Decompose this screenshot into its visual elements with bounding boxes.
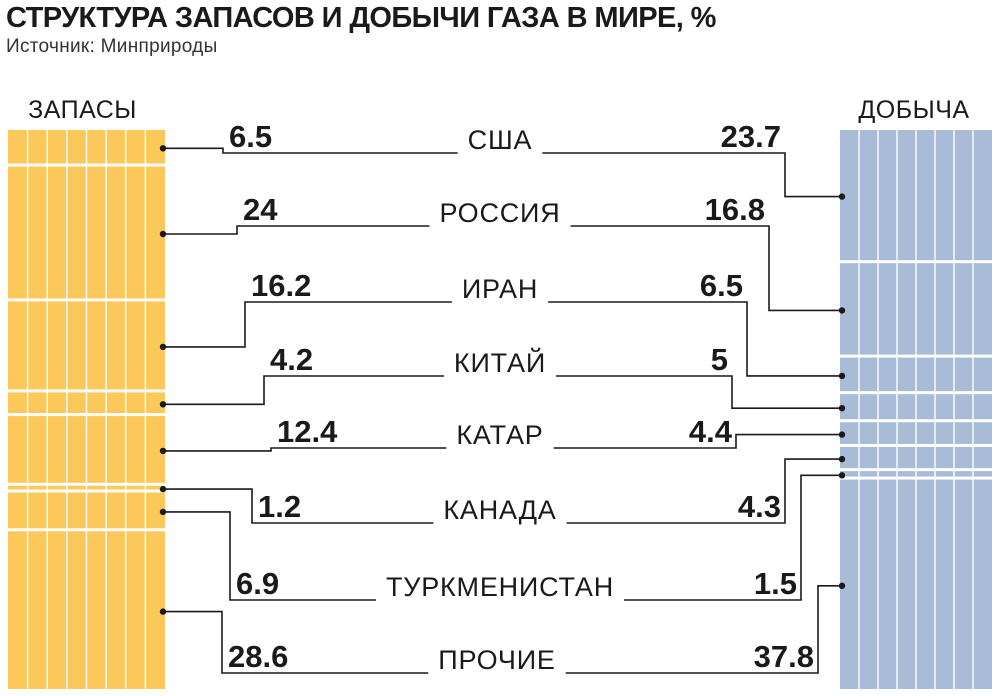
production-dot-cat-5 bbox=[838, 455, 846, 463]
country-label-cat-7: ПРОЧИЕ bbox=[438, 645, 555, 675]
reserves-dot-cat-4 bbox=[159, 447, 167, 455]
production-column-label: ДОБЫЧА bbox=[858, 96, 969, 124]
production-value-cat-3: 5 bbox=[711, 342, 728, 377]
country-label-cat-2: ИРАН bbox=[462, 274, 538, 304]
reserves-leader-cat-1 bbox=[165, 225, 430, 235]
production-dot-cat-2 bbox=[838, 372, 846, 380]
production-leader-cat-1 bbox=[570, 225, 840, 312]
production-leader-cat-4 bbox=[553, 433, 840, 449]
reserves-value-cat-4: 12.4 bbox=[277, 414, 338, 449]
production-value-cat-1: 16.8 bbox=[705, 192, 765, 227]
production-value-cat-4: 4.4 bbox=[689, 414, 733, 449]
reserves-leader-cat-3 bbox=[165, 375, 444, 406]
reserves-leader-cat-4 bbox=[165, 447, 447, 452]
country-label-cat-1: РОССИЯ bbox=[439, 198, 560, 228]
reserves-dot-cat-3 bbox=[159, 401, 167, 408]
country-label-cat-6: ТУРКМЕНИСТАН bbox=[386, 572, 614, 602]
reserves-dot-cat-2 bbox=[159, 343, 167, 351]
country-label-cat-3: КИТАЙ bbox=[454, 347, 546, 378]
reserves-leader-cat-0 bbox=[165, 147, 458, 154]
reserves-dot-cat-7 bbox=[159, 608, 167, 615]
production-dot-cat-0 bbox=[838, 193, 846, 200]
production-dot-cat-4 bbox=[838, 431, 846, 438]
chart-source: Источник: Минприроды bbox=[6, 36, 218, 57]
production-leader-cat-6 bbox=[624, 474, 840, 601]
reserves-leader-cat-2 bbox=[165, 301, 452, 348]
reserves-dot-cat-5 bbox=[159, 485, 167, 493]
country-label-cat-5: КАНАДА bbox=[443, 495, 556, 525]
production-leader-cat-3 bbox=[556, 375, 840, 410]
reserves-value-cat-0: 6.5 bbox=[229, 119, 272, 154]
production-dot-cat-3 bbox=[838, 405, 846, 412]
reserves-leader-cat-5 bbox=[165, 488, 434, 524]
production-dot-cat-7 bbox=[838, 582, 846, 589]
reserves-leader-cat-7 bbox=[165, 610, 429, 674]
reserves-value-cat-1: 24 bbox=[243, 192, 278, 227]
reserves-value-cat-5: 1.2 bbox=[258, 489, 301, 524]
production-leader-cat-0 bbox=[542, 152, 840, 198]
production-value-cat-5: 4.3 bbox=[738, 489, 781, 524]
production-value-cat-0: 23.7 bbox=[721, 119, 781, 154]
reserves-dot-cat-1 bbox=[159, 230, 167, 238]
reserves-value-cat-3: 4.2 bbox=[270, 342, 313, 377]
production-dot-cat-6 bbox=[838, 472, 846, 479]
chart-title: СТРУКТУРА ЗАПАСОВ И ДОБЫЧИ ГАЗА В МИРЕ, … bbox=[6, 2, 716, 34]
production-dot-cat-1 bbox=[838, 307, 846, 314]
reserves-dot-cat-0 bbox=[159, 145, 167, 152]
reserves-value-cat-6: 6.9 bbox=[236, 566, 279, 601]
production-leader-cat-2 bbox=[548, 301, 840, 377]
country-label-cat-4: КАТАР bbox=[456, 420, 543, 450]
production-leader-cat-7 bbox=[565, 584, 840, 674]
production-leader-cat-5 bbox=[566, 458, 840, 524]
production-value-cat-7: 37.8 bbox=[754, 639, 814, 674]
reserves-value-cat-7: 28.6 bbox=[228, 639, 288, 674]
reserves-dot-cat-6 bbox=[159, 508, 167, 516]
production-value-cat-6: 1.5 bbox=[754, 566, 797, 601]
production-value-cat-2: 6.5 bbox=[700, 268, 743, 303]
country-label-cat-0: США bbox=[468, 125, 533, 155]
reserves-column-label: ЗАПАСЫ bbox=[28, 96, 137, 124]
reserves-leader-cat-6 bbox=[165, 511, 376, 601]
reserves-value-cat-2: 16.2 bbox=[251, 268, 311, 303]
